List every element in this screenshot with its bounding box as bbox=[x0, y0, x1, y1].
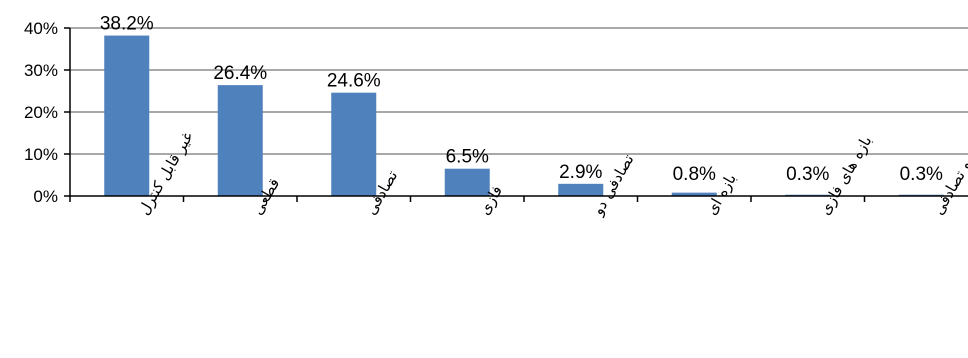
bar bbox=[558, 183, 604, 196]
gridlines bbox=[70, 27, 968, 155]
bar bbox=[444, 168, 490, 196]
data-label: 0.3% bbox=[900, 164, 943, 185]
y-tick-label: 20% bbox=[24, 103, 58, 122]
data-label: 26.4% bbox=[213, 63, 267, 84]
y-tick-label: 30% bbox=[24, 61, 58, 80]
data-label: 0.8% bbox=[673, 164, 716, 185]
data-label: 0.3% bbox=[786, 164, 829, 185]
data-label: 24.6% bbox=[327, 71, 381, 92]
bar bbox=[331, 92, 377, 196]
data-label: 2.9% bbox=[559, 162, 602, 183]
bars bbox=[104, 35, 944, 197]
bar bbox=[217, 85, 263, 196]
data-labels: 38.2% 26.4% 24.6% 6.5% 2.9% 0.8% 0.3% 0.3% bbox=[100, 14, 943, 185]
bar bbox=[104, 35, 150, 197]
x-axis bbox=[69, 195, 968, 202]
y-tick-label: 0% bbox=[33, 187, 58, 206]
y-tick-label: 40% bbox=[24, 19, 58, 38]
bar bbox=[671, 192, 717, 196]
data-label: 38.2% bbox=[100, 14, 154, 35]
data-label: 6.5% bbox=[446, 147, 489, 168]
y-tick-label: 10% bbox=[24, 145, 58, 164]
y-axis: 0% 10% 20% 30% 40% bbox=[24, 19, 71, 206]
